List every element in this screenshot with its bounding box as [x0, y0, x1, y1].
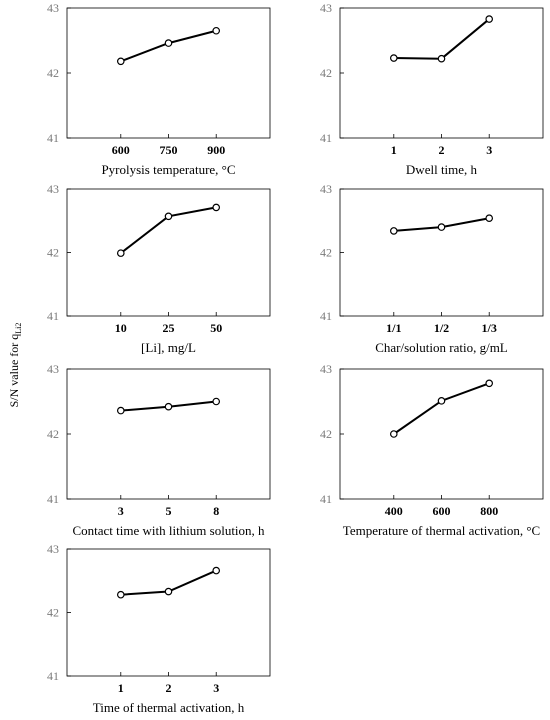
series-line	[393, 382, 490, 435]
data-point	[116, 249, 125, 257]
data-point	[212, 397, 221, 406]
x-tick-label: 1/2	[434, 321, 449, 335]
x-tick-label: 1/1	[386, 321, 401, 335]
global-y-axis-label-text: S/N value for q	[7, 334, 21, 408]
y-tick-label: 43	[47, 1, 59, 15]
data-point	[116, 57, 125, 66]
series-line	[393, 18, 490, 60]
data-point	[164, 212, 173, 221]
x-tick-label: 800	[480, 504, 498, 518]
x-tick-label: 3	[486, 143, 492, 157]
data-point	[437, 397, 446, 405]
x-tick-label: 2	[439, 143, 445, 157]
x-axis-label: Time of thermal activation, h	[93, 700, 245, 715]
plot-frame	[66, 548, 271, 677]
x-tick-label: 8	[213, 504, 219, 518]
x-tick-label: 900	[207, 143, 225, 157]
y-tick-label: 42	[320, 427, 332, 441]
chart-panel-7: 41 42 43 1 2 3 Time of thermal activation, h	[47, 542, 271, 715]
chart-panel-1: 41 42 43 600 750 900 Pyrolysis temperature, °C	[47, 1, 271, 177]
y-tick-label: 42	[47, 246, 59, 260]
data-point	[485, 15, 494, 23]
plot-frame	[66, 368, 271, 500]
panels: 41 42 43 600 750 900 Pyrolysis temperature, °C…	[47, 1, 544, 715]
y-tick-label: 43	[320, 362, 332, 376]
y-tick-label: 43	[320, 182, 332, 196]
x-tick-label: 25	[163, 321, 175, 335]
x-tick-label: 600	[433, 504, 451, 518]
x-tick-label: 750	[160, 143, 178, 157]
data-point	[116, 406, 125, 415]
y-tick-label: 43	[47, 542, 59, 556]
data-point	[212, 203, 221, 212]
plot-frame	[339, 368, 544, 500]
chart-panel-5: 41 42 43 3 5 8 Contact time with lithium solut…	[47, 362, 271, 538]
x-tick-label: 10	[115, 321, 127, 335]
data-point	[212, 26, 221, 35]
global-y-axis-label: S/N value for qLi2	[7, 323, 23, 408]
x-axis-label: Dwell time, h	[406, 162, 478, 177]
chart-panel-4: 41 42 43 1/1 1/2 1/3 Char/solution ratio, g/mL	[320, 182, 544, 355]
plot-frame	[339, 188, 544, 317]
x-tick-label: 1/3	[482, 321, 497, 335]
x-axis-label: Temperature of thermal activation, °C	[343, 523, 540, 538]
data-point	[116, 590, 125, 599]
svg-text:S/N value for qLi2: S/N value for qLi2	[7, 323, 23, 408]
data-point	[389, 430, 398, 438]
y-tick-label: 41	[47, 131, 59, 145]
y-tick-label: 43	[47, 362, 59, 376]
x-tick-label: 3	[213, 681, 219, 695]
x-tick-label: 1	[118, 681, 124, 695]
x-tick-label: 5	[166, 504, 172, 518]
y-tick-label: 42	[47, 427, 59, 441]
data-point	[485, 214, 494, 223]
y-tick-label: 41	[47, 492, 59, 506]
data-point	[389, 54, 398, 62]
chart-panel-3: 41 42 43 10 25 50 [Li], mg/L	[47, 182, 271, 355]
x-tick-label: 2	[166, 681, 172, 695]
chart-panel-2: 41 42 43 1 2 3 Dwell time, h	[320, 1, 544, 177]
data-point	[389, 227, 398, 235]
y-tick-label: 42	[47, 606, 59, 620]
y-tick-label: 41	[47, 669, 59, 683]
global-y-axis-label-subscript: Li2	[14, 323, 23, 334]
x-tick-label: 400	[385, 504, 403, 518]
x-tick-label: 3	[118, 504, 124, 518]
data-point	[485, 379, 494, 388]
y-tick-label: 42	[320, 246, 332, 260]
plot-frame	[66, 188, 271, 317]
x-axis-label: Char/solution ratio, g/mL	[375, 340, 508, 355]
x-axis-label: Pyrolysis temperature, °C	[101, 162, 235, 177]
data-point	[164, 39, 173, 47]
plot-frame	[66, 7, 271, 139]
data-point	[437, 54, 446, 63]
x-tick-label: 50	[210, 321, 222, 335]
x-tick-label: 600	[112, 143, 130, 157]
y-tick-label: 42	[320, 66, 332, 80]
y-tick-label: 41	[320, 309, 332, 323]
plot-frame	[339, 7, 544, 139]
chart-panel-6: 41 42 43 400 600 800 Temperature of thermal ac…	[320, 362, 544, 538]
y-tick-label: 43	[47, 182, 59, 196]
y-tick-label: 42	[47, 66, 59, 80]
y-tick-label: 43	[320, 1, 332, 15]
x-axis-label: Contact time with lithium solution, h	[72, 523, 265, 538]
y-tick-label: 41	[47, 309, 59, 323]
y-tick-label: 41	[320, 131, 332, 145]
data-point	[212, 566, 221, 575]
data-point	[437, 223, 446, 231]
x-tick-label: 1	[391, 143, 397, 157]
data-point	[164, 402, 173, 411]
data-point	[164, 587, 173, 596]
y-tick-label: 41	[320, 492, 332, 506]
x-axis-label: [Li], mg/L	[141, 340, 196, 355]
